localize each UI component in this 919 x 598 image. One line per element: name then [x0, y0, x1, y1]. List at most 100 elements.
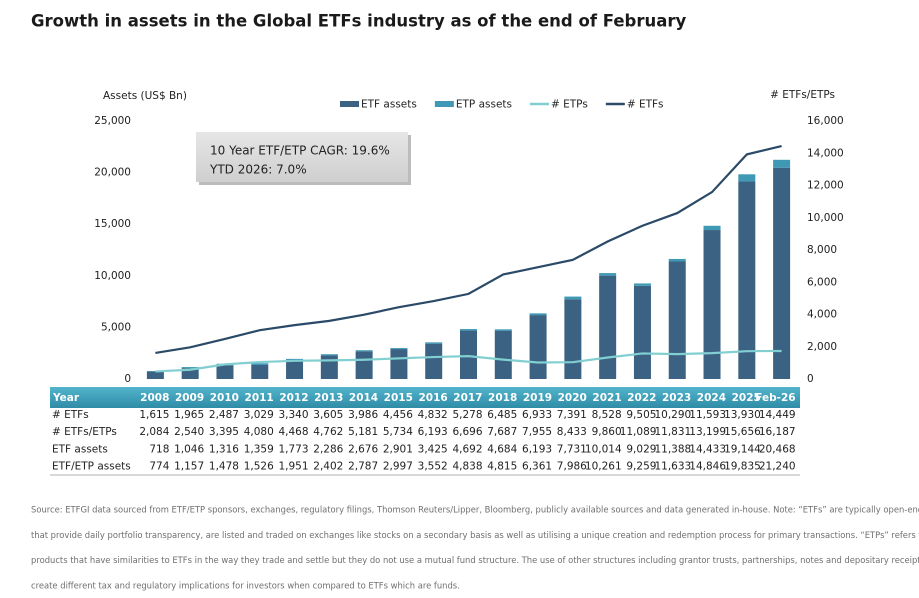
table-cell: 2,997 — [383, 461, 413, 473]
legend-label: # ETFs — [627, 99, 664, 111]
table-cell: 11,831 — [654, 426, 691, 438]
table-cell: 4,080 — [244, 426, 274, 438]
table-cell: 11,089 — [620, 426, 657, 438]
table-cell: 1,157 — [174, 461, 204, 473]
table-cell: 7,687 — [487, 426, 517, 438]
y2-tick-label: 12,000 — [807, 180, 844, 192]
table-cell: 9,259 — [626, 461, 656, 473]
table-cell: 10,014 — [585, 443, 622, 455]
x-tick-label: 2021 — [592, 392, 621, 404]
bar — [529, 315, 547, 379]
x-tick-label: 2025 — [732, 392, 761, 404]
bar — [633, 285, 651, 379]
bar — [738, 174, 756, 182]
table-cell: 774 — [149, 461, 169, 473]
table-cell: 5,734 — [383, 426, 413, 438]
table-cell: 4,468 — [278, 426, 308, 438]
table-cell: 13,930 — [724, 409, 761, 421]
footnote: create different tax and regulatory impl… — [31, 580, 460, 590]
x-tick-label: 2024 — [697, 392, 726, 404]
bar — [286, 360, 304, 379]
table-cell: 4,832 — [418, 409, 448, 421]
bar — [425, 342, 443, 344]
table-cell: 1,526 — [244, 461, 274, 473]
table-cell: 10,261 — [585, 461, 622, 473]
annotation: 10 Year ETF/ETP CAGR: 19.6% — [210, 144, 390, 158]
table-cell: 5,181 — [348, 426, 378, 438]
table-cell: 6,193 — [418, 426, 448, 438]
x-tick-label: 2019 — [523, 392, 552, 404]
table-row-label: ETF/ETP assets — [52, 461, 131, 473]
x-tick-label: 2008 — [140, 392, 169, 404]
table-cell: 3,425 — [418, 443, 448, 455]
table-cell: 7,731 — [557, 443, 587, 455]
table-cell: 19,835 — [724, 461, 761, 473]
table-cell: 9,860 — [592, 426, 622, 438]
bar — [564, 296, 582, 300]
table-cell: 3,552 — [418, 461, 448, 473]
bar — [599, 273, 617, 276]
bar — [320, 354, 338, 356]
table-cell: 4,684 — [487, 443, 517, 455]
table-cell: 2,286 — [313, 443, 343, 455]
table-cell: 14,449 — [759, 409, 796, 421]
bar — [773, 167, 791, 379]
x-tick-label: 2014 — [349, 392, 378, 404]
bar — [216, 365, 234, 379]
bar — [425, 343, 443, 379]
bar — [320, 355, 338, 379]
x-tick-label: 2018 — [488, 392, 517, 404]
legend-swatch — [434, 101, 454, 107]
bar — [529, 313, 547, 316]
table-cell: 1,359 — [244, 443, 274, 455]
bar — [668, 261, 686, 379]
bar — [181, 367, 199, 369]
bar — [703, 225, 721, 231]
bar — [251, 364, 269, 379]
table-cell: 11,633 — [654, 461, 691, 473]
table-cell: 14,846 — [689, 461, 726, 473]
table-cell: 2,540 — [174, 426, 204, 438]
y-tick-label: 20,000 — [94, 167, 131, 179]
x-tick-label: 2011 — [245, 392, 274, 404]
legend-label: # ETPs — [551, 99, 588, 111]
table-cell: 1,478 — [209, 461, 239, 473]
table-cell: 10,290 — [654, 409, 691, 421]
x-tick-label: 2020 — [558, 392, 587, 404]
table-cell: 21,240 — [759, 461, 796, 473]
table-cell: 1,615 — [139, 409, 169, 421]
x-tick-label: 2015 — [384, 392, 413, 404]
table-cell: 6,933 — [522, 409, 552, 421]
y2-tick-label: 2,000 — [807, 341, 837, 353]
y2-tick-label: 16,000 — [807, 115, 844, 127]
table-header-bar — [50, 387, 800, 408]
table-cell: 14,433 — [689, 443, 726, 455]
table-cell: 718 — [149, 443, 169, 455]
table-cell: 11,388 — [654, 443, 691, 455]
y2-tick-label: 8,000 — [807, 244, 837, 256]
bar — [599, 275, 617, 379]
y2-tick-label: 0 — [807, 373, 814, 385]
table-cell: 1,951 — [278, 461, 308, 473]
y2-tick-label: 10,000 — [807, 212, 844, 224]
table-cell: 1,316 — [209, 443, 239, 455]
table-cell: 3,986 — [348, 409, 378, 421]
x-tick-label: Feb-26 — [755, 392, 795, 404]
table-cell: 2,402 — [313, 461, 343, 473]
table-cell: 2,084 — [139, 426, 169, 438]
table-cell: 9,029 — [626, 443, 656, 455]
table-cell: 2,676 — [348, 443, 378, 455]
table-cell: 6,193 — [522, 443, 552, 455]
table-cell: 2,787 — [348, 461, 378, 473]
y-tick-label: 5,000 — [101, 321, 131, 333]
footnote: that provide daily portfolio transparenc… — [31, 530, 919, 540]
legend-swatch — [340, 101, 359, 107]
table-cell: 13,199 — [689, 426, 726, 438]
table-cell: 6,485 — [487, 409, 517, 421]
table-cell: 8,433 — [557, 426, 587, 438]
table-row-label: # ETFs/ETPs — [52, 426, 117, 438]
bar — [390, 349, 408, 379]
y2-tick-label: 14,000 — [807, 147, 844, 159]
